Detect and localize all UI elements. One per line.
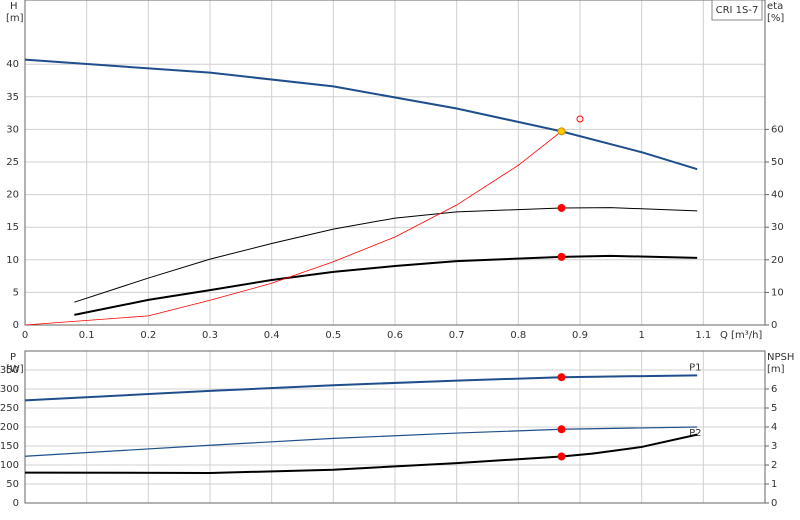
y-tick-label: 30 <box>6 124 19 135</box>
y-tick-label: 300 <box>0 384 19 395</box>
series-line <box>74 207 698 303</box>
y-tick-label: 250 <box>0 403 19 414</box>
y-tick-label: 40 <box>6 59 19 70</box>
y2-tick-label: 40 <box>771 190 784 201</box>
series-line <box>24 58 698 171</box>
series-line <box>74 254 698 316</box>
x-tick-label: 0.1 <box>79 330 95 341</box>
duty-point <box>557 425 566 434</box>
y-tick-label: 50 <box>6 479 19 490</box>
y2-tick-label: 1 <box>771 479 777 490</box>
y2-tick-label: 50 <box>771 157 784 168</box>
plot-frame <box>24 0 766 326</box>
x-axis-label: Q [m³/h] <box>720 330 762 341</box>
x-tick-label: 0.9 <box>572 330 588 341</box>
y2-tick-label: 30 <box>771 222 784 233</box>
y2-axis-label: [m] <box>767 364 785 375</box>
y-tick-label: 25 <box>6 157 19 168</box>
y-axis-label: P <box>10 352 16 363</box>
y2-tick-label: 20 <box>771 255 784 266</box>
y-tick-label: 35 <box>6 92 19 103</box>
duty-point <box>557 373 566 382</box>
y-tick-label: 0 <box>13 498 19 509</box>
y2-tick-label: 60 <box>771 124 784 135</box>
y-tick-label: 15 <box>6 222 19 233</box>
x-tick-label: 0.3 <box>202 330 218 341</box>
y2-tick-label: 4 <box>771 422 777 433</box>
duty-point <box>557 252 566 261</box>
y-tick-label: 200 <box>0 422 19 433</box>
y2-axis-label: eta <box>767 1 783 12</box>
series-line <box>24 374 698 402</box>
duty-point <box>557 452 566 461</box>
y-tick-label: 5 <box>13 287 19 298</box>
chart-title: CRI 1S-7 <box>716 5 759 16</box>
x-tick-label: 0.7 <box>449 330 465 341</box>
y2-tick-label: 3 <box>771 441 777 452</box>
y2-tick-label: 0 <box>771 498 777 509</box>
y-tick-label: 100 <box>0 460 19 471</box>
x-tick-label: 0.2 <box>140 330 156 341</box>
y-tick-label: 0 <box>13 320 19 331</box>
y-axis-label: [W] <box>6 364 24 375</box>
y2-tick-label: 6 <box>771 384 777 395</box>
series-line <box>24 433 698 474</box>
x-tick-label: 1 <box>638 330 644 341</box>
duty-point <box>557 127 566 136</box>
plot-frame <box>24 350 766 504</box>
x-tick-label: 0.8 <box>510 330 526 341</box>
x-tick-label: 0.6 <box>387 330 403 341</box>
y-tick-label: 20 <box>6 190 19 201</box>
series-line <box>24 426 698 457</box>
x-tick-label: 0 <box>22 330 28 341</box>
y-axis-label: H <box>10 1 18 12</box>
y-tick-label: 350 <box>0 365 19 376</box>
y-axis-label: [m] <box>6 13 24 24</box>
y2-tick-label: 10 <box>771 287 784 298</box>
duty-point <box>557 203 566 212</box>
series-label: P1 <box>689 362 701 373</box>
y-tick-label: 150 <box>0 441 19 452</box>
title-box <box>711 0 763 21</box>
y-tick-label: 10 <box>6 255 19 266</box>
y2-tick-label: 2 <box>771 460 777 471</box>
series-label: P2 <box>689 428 701 439</box>
y2-axis-label: NPSH <box>767 352 794 363</box>
y2-tick-label: 5 <box>771 403 777 414</box>
y2-tick-label: 0 <box>771 320 777 331</box>
x-tick-label: 0.5 <box>325 330 341 341</box>
duty-point <box>576 115 584 123</box>
x-tick-label: 1.1 <box>695 330 711 341</box>
y2-axis-label: [%] <box>767 13 784 24</box>
series-line <box>24 131 562 326</box>
x-tick-label: 0.4 <box>264 330 280 341</box>
